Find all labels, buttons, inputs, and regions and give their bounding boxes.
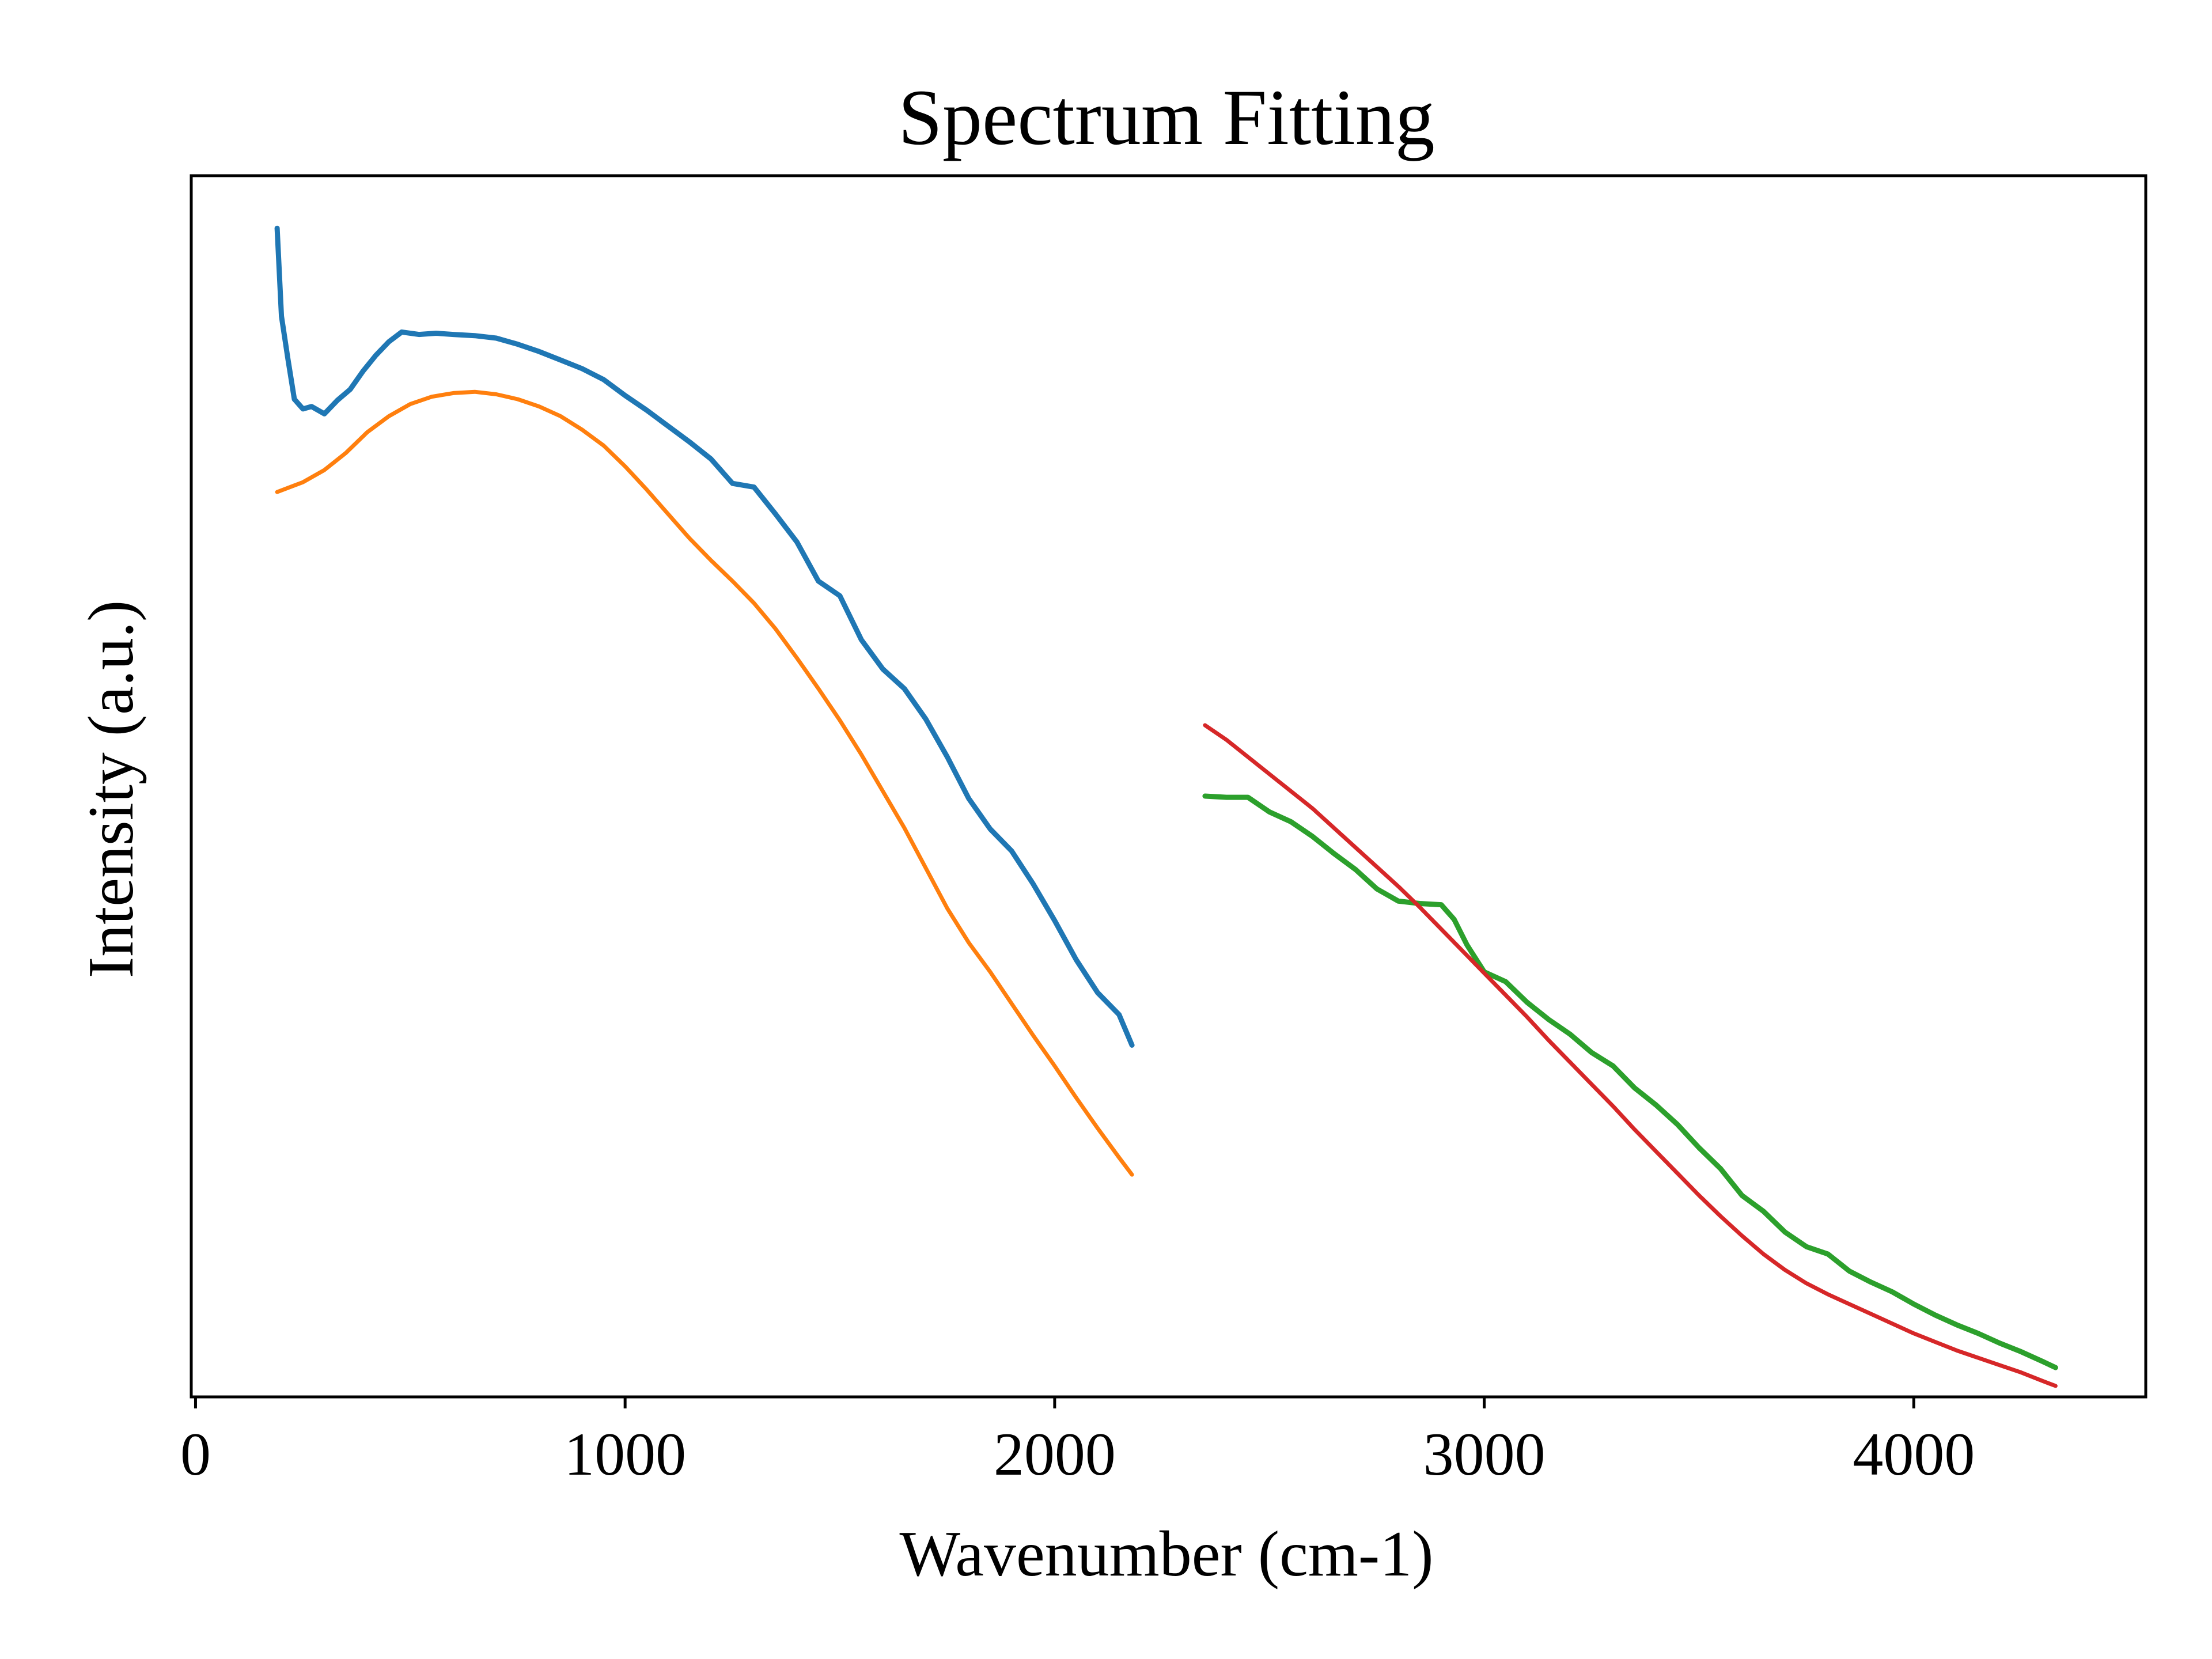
series-line-4	[1203, 723, 2058, 1388]
x-tick-label: 1000	[564, 1421, 686, 1488]
chart-title: Spectrum Fitting	[898, 73, 1435, 161]
x-axis-ticks: 0 1000 2000 3000 4000	[180, 1397, 1975, 1488]
series-line-1	[274, 225, 1135, 1048]
series-layer	[274, 225, 2058, 1388]
plot-area	[190, 174, 2147, 1399]
x-tick-label: 2000	[994, 1421, 1116, 1488]
x-tick-label: 0	[180, 1421, 211, 1488]
axes-frame	[190, 174, 2147, 1399]
x-tick-label: 3000	[1423, 1421, 1546, 1488]
y-axis-label: Intensity (a.u.)	[75, 600, 147, 978]
series-line-3	[1202, 793, 2058, 1370]
x-axis-label: Wavenumber (cm-1)	[899, 1518, 1433, 1590]
series-line-2	[275, 389, 1134, 1177]
x-tick-label: 4000	[1853, 1421, 1975, 1488]
